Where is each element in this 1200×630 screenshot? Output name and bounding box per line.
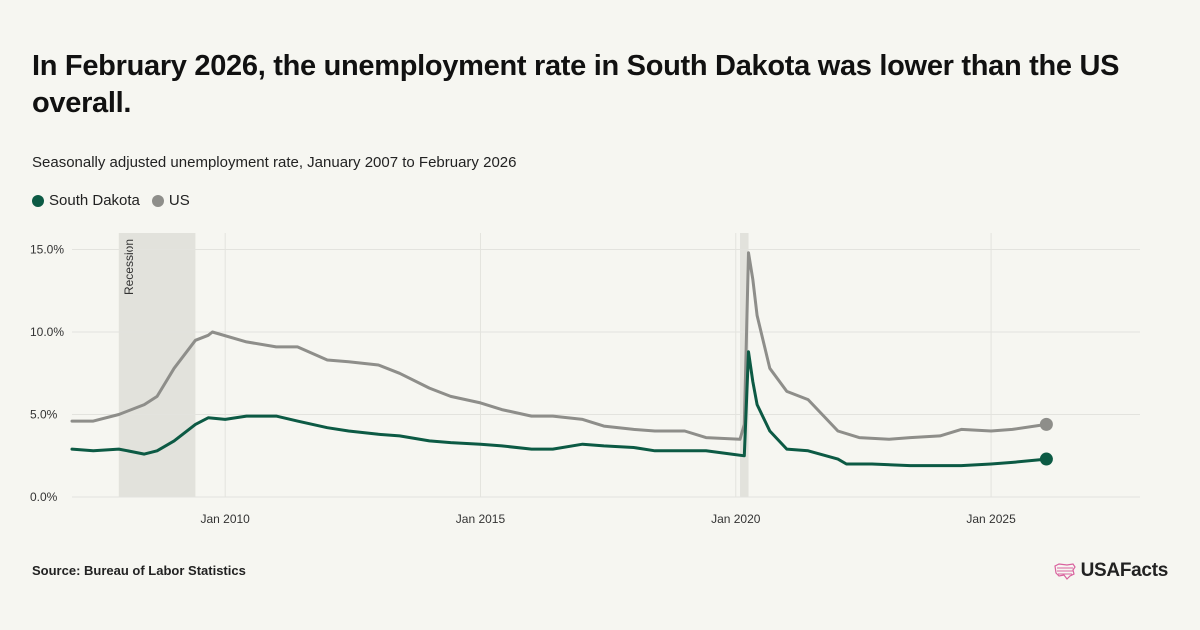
us-map-stripes-icon [1053, 563, 1076, 580]
legend-swatch-south-dakota [32, 194, 44, 207]
legend-item-us[interactable]: US [151, 192, 190, 209]
legend-item-south-dakota[interactable]: South Dakota [32, 192, 140, 209]
x-tick-label: Jan 2015 [456, 512, 506, 526]
chart-subtitle: Seasonally adjusted unemployment rate, J… [32, 154, 517, 171]
legend: South Dakota US [32, 192, 202, 209]
x-tick-label: Jan 2025 [966, 512, 1016, 526]
legend-label-south-dakota: South Dakota [49, 192, 140, 209]
legend-label-us: US [168, 192, 190, 209]
x-tick-label: Jan 2020 [711, 512, 761, 526]
legend-swatch-us [151, 194, 164, 207]
x-tick-label: Jan 2010 [200, 512, 250, 526]
series-endpoint-south-dakota [1039, 452, 1053, 466]
y-tick-label: 15.0% [30, 243, 64, 257]
series-line-us [70, 251, 1048, 441]
series-line-south-dakota [70, 350, 1048, 468]
y-tick-label: 0.0% [30, 490, 58, 504]
y-tick-label: 5.0% [30, 408, 58, 422]
series-endpoint-us [1039, 417, 1053, 431]
y-tick-label: 10.0% [30, 325, 64, 339]
brand-logo: USAFacts [1053, 560, 1168, 582]
chart-title: In February 2026, the unemployment rate … [32, 50, 1120, 119]
brand-name: USAFacts [1080, 560, 1169, 581]
shaded-period-label: Recession [122, 239, 136, 295]
source-note: Source: Bureau of Labor Statistics [32, 563, 246, 578]
